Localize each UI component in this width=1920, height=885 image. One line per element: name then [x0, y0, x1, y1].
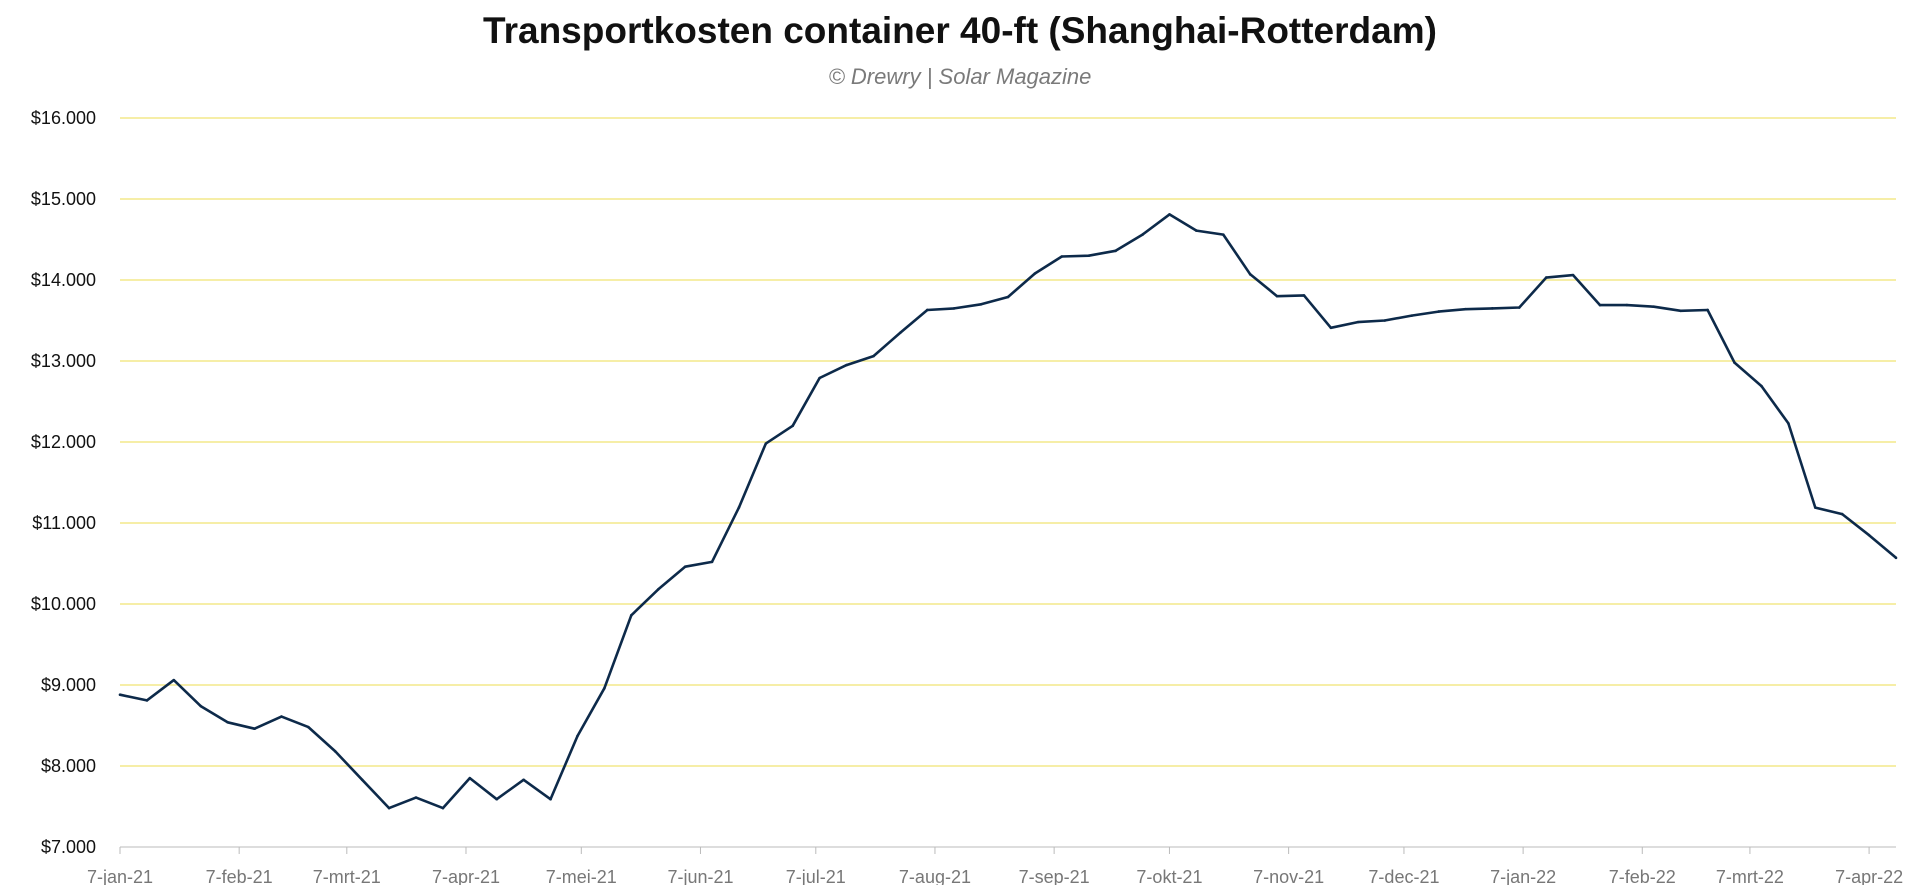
data-point — [387, 806, 391, 810]
data-point — [1625, 303, 1629, 307]
chart-subtitle: © Drewry | Solar Magazine — [828, 64, 1092, 89]
data-point — [226, 720, 229, 724]
data-point — [522, 778, 525, 782]
data-point — [1598, 303, 1602, 307]
data-point — [1867, 533, 1871, 537]
x-tick-label: 7-mei-21 — [546, 867, 617, 885]
data-point — [253, 727, 256, 731]
data-point — [899, 331, 902, 334]
x-tick-label: 7-mrt-21 — [313, 867, 381, 885]
data-point — [118, 693, 122, 697]
data-point — [1087, 254, 1091, 257]
data-point — [333, 750, 337, 753]
data-point — [1787, 422, 1790, 425]
data-point — [1491, 307, 1494, 310]
data-point — [710, 560, 714, 564]
y-tick-label: $9.000 — [41, 675, 96, 695]
data-point — [764, 442, 768, 445]
data-point — [1302, 294, 1306, 297]
data-point — [495, 797, 499, 801]
data-point — [145, 699, 149, 702]
data-point — [1760, 384, 1763, 388]
x-tick-label: 7-feb-21 — [206, 867, 273, 885]
data-point — [360, 778, 364, 782]
data-point — [414, 796, 418, 799]
data-point — [603, 686, 606, 690]
data-point — [1652, 305, 1656, 309]
data-point — [576, 734, 579, 738]
x-tick-label: 7-apr-22 — [1835, 867, 1903, 885]
x-tick-label: 7-nov-21 — [1253, 867, 1324, 885]
data-point — [172, 678, 176, 682]
data-point — [1195, 229, 1198, 232]
data-point — [1813, 506, 1817, 509]
data-point — [307, 725, 310, 729]
data-point — [1383, 319, 1387, 322]
data-point — [199, 704, 203, 708]
data-point — [1733, 361, 1736, 364]
data-point — [683, 565, 687, 569]
data-point — [1329, 326, 1333, 330]
data-point — [1114, 249, 1117, 253]
y-tick-label: $16.000 — [31, 108, 96, 128]
data-point — [1894, 556, 1898, 560]
y-tick-label: $12.000 — [31, 432, 96, 452]
data-point — [845, 363, 848, 367]
data-point — [656, 588, 660, 591]
data-point — [1033, 272, 1037, 275]
y-tick-label: $14.000 — [31, 270, 96, 290]
x-tick-label: 7-dec-21 — [1368, 867, 1439, 885]
data-point — [737, 506, 741, 509]
data-point — [872, 354, 875, 358]
data-point — [468, 776, 472, 780]
y-tick-label: $11.000 — [32, 513, 96, 533]
x-tick-label: 7-aug-21 — [899, 867, 971, 885]
y-tick-label: $8.000 — [41, 756, 96, 776]
y-tick-label: $10.000 — [31, 594, 96, 614]
x-tick-label: 7-jun-21 — [667, 867, 733, 885]
data-point — [1060, 255, 1064, 258]
x-tick-label: 7-feb-22 — [1609, 867, 1676, 885]
data-point — [1248, 273, 1252, 276]
data-point — [1410, 314, 1413, 317]
y-tick-label: $13.000 — [31, 351, 96, 371]
y-tick-label: $15.000 — [31, 189, 96, 209]
data-point — [925, 308, 929, 312]
data-point — [441, 806, 445, 810]
data-point — [629, 614, 633, 617]
data-point — [1006, 295, 1010, 299]
data-point — [979, 303, 983, 306]
data-point — [1141, 233, 1144, 236]
data-point — [818, 376, 821, 380]
data-point — [1840, 512, 1844, 516]
data-point — [1437, 310, 1440, 313]
x-tick-label: 7-okt-21 — [1136, 867, 1202, 885]
data-point — [1706, 308, 1709, 312]
data-point — [952, 307, 956, 310]
data-point — [1517, 306, 1521, 309]
chart-title: Transportkosten container 40-ft (Shangha… — [483, 10, 1437, 51]
series-line — [119, 213, 1897, 810]
data-point — [1679, 309, 1683, 313]
data-point — [1168, 213, 1171, 216]
data-point — [280, 715, 283, 718]
data-point — [1464, 307, 1467, 311]
data-point — [1356, 320, 1360, 324]
y-tick-label: $7.000 — [41, 837, 96, 857]
x-tick-label: 7-jul-21 — [786, 867, 846, 885]
data-point — [1544, 276, 1548, 279]
x-tick-label: 7-apr-21 — [432, 867, 500, 885]
x-tick-label: 7-sep-21 — [1019, 867, 1090, 885]
data-point — [549, 797, 552, 801]
data-point — [1571, 273, 1575, 277]
data-point — [791, 424, 795, 428]
data-point — [1275, 294, 1279, 298]
data-point — [1221, 233, 1225, 236]
x-tick-label: 7-jan-21 — [87, 867, 153, 885]
x-tick-label: 7-jan-22 — [1490, 867, 1556, 885]
x-tick-label: 7-mrt-22 — [1716, 867, 1784, 885]
